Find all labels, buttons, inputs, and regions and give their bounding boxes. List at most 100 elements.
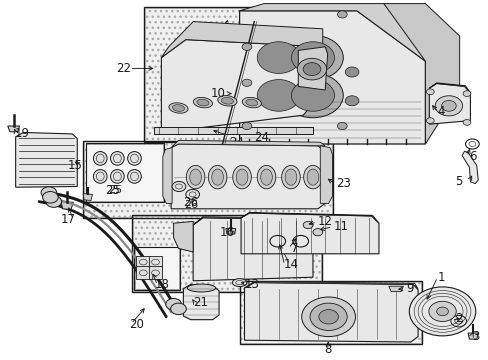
Text: 14: 14 — [283, 258, 298, 271]
Text: 12: 12 — [317, 215, 332, 228]
Circle shape — [291, 80, 334, 111]
Ellipse shape — [193, 98, 212, 108]
Ellipse shape — [187, 284, 215, 292]
Ellipse shape — [260, 169, 272, 185]
Text: 18: 18 — [155, 278, 169, 291]
Polygon shape — [148, 266, 162, 279]
Text: 23: 23 — [336, 177, 350, 190]
Text: 7: 7 — [290, 242, 298, 255]
Circle shape — [282, 73, 343, 118]
Circle shape — [426, 89, 433, 95]
Circle shape — [436, 307, 447, 316]
Circle shape — [301, 297, 355, 337]
Circle shape — [185, 189, 199, 199]
Polygon shape — [16, 132, 77, 187]
Polygon shape — [244, 283, 417, 342]
Polygon shape — [241, 213, 378, 254]
Text: 6: 6 — [468, 150, 476, 163]
Polygon shape — [320, 146, 332, 203]
Polygon shape — [136, 266, 150, 279]
Ellipse shape — [232, 279, 246, 287]
Text: 8: 8 — [323, 343, 331, 356]
Polygon shape — [183, 284, 219, 320]
Ellipse shape — [127, 170, 141, 183]
Text: 9: 9 — [405, 282, 412, 295]
Polygon shape — [135, 247, 179, 289]
Text: 22: 22 — [116, 62, 131, 75]
Circle shape — [345, 96, 358, 106]
Circle shape — [297, 58, 326, 80]
Ellipse shape — [242, 98, 261, 108]
Circle shape — [282, 35, 343, 80]
Polygon shape — [86, 144, 163, 201]
Text: 25: 25 — [108, 185, 122, 195]
Polygon shape — [193, 217, 312, 227]
Polygon shape — [144, 8, 336, 142]
Ellipse shape — [189, 169, 201, 185]
Polygon shape — [239, 4, 425, 61]
Polygon shape — [173, 221, 193, 252]
Circle shape — [303, 63, 320, 76]
Circle shape — [462, 91, 470, 96]
Ellipse shape — [93, 152, 107, 165]
Ellipse shape — [257, 166, 275, 189]
Circle shape — [170, 303, 186, 315]
Text: 10: 10 — [211, 87, 225, 100]
Circle shape — [345, 67, 358, 77]
Text: 20: 20 — [129, 318, 144, 330]
Ellipse shape — [197, 99, 208, 106]
Circle shape — [242, 122, 251, 130]
Circle shape — [46, 196, 61, 207]
Circle shape — [462, 120, 470, 125]
Polygon shape — [383, 4, 459, 144]
Circle shape — [41, 187, 57, 198]
Polygon shape — [83, 141, 331, 217]
Polygon shape — [163, 148, 172, 203]
Circle shape — [408, 287, 475, 336]
Circle shape — [450, 315, 466, 327]
Circle shape — [248, 73, 308, 118]
Polygon shape — [169, 177, 209, 203]
Ellipse shape — [127, 152, 141, 165]
Text: 26: 26 — [183, 196, 198, 209]
Ellipse shape — [303, 166, 322, 189]
Text: 4: 4 — [437, 105, 444, 118]
Polygon shape — [193, 218, 312, 281]
Circle shape — [312, 229, 322, 236]
Polygon shape — [83, 194, 92, 201]
Polygon shape — [240, 281, 420, 343]
Ellipse shape — [217, 96, 237, 106]
Ellipse shape — [208, 166, 226, 189]
Ellipse shape — [93, 170, 107, 183]
Ellipse shape — [172, 105, 184, 111]
Ellipse shape — [285, 169, 296, 185]
Circle shape — [242, 43, 251, 50]
Circle shape — [434, 96, 462, 116]
Circle shape — [428, 301, 455, 321]
Ellipse shape — [281, 166, 300, 189]
Ellipse shape — [186, 166, 204, 189]
Polygon shape — [8, 126, 20, 132]
Text: 16: 16 — [219, 226, 234, 239]
Polygon shape — [239, 11, 425, 144]
Text: 1: 1 — [437, 271, 444, 284]
Text: 2: 2 — [454, 312, 461, 325]
Text: 21: 21 — [193, 296, 208, 309]
Polygon shape — [428, 83, 469, 93]
Ellipse shape — [211, 169, 223, 185]
Polygon shape — [161, 40, 325, 132]
Circle shape — [165, 298, 181, 310]
Circle shape — [248, 35, 308, 80]
Text: 26: 26 — [183, 200, 198, 210]
Polygon shape — [132, 216, 321, 291]
Text: 19: 19 — [15, 127, 30, 140]
Polygon shape — [467, 333, 477, 339]
Circle shape — [291, 42, 334, 73]
Polygon shape — [161, 22, 322, 58]
Circle shape — [172, 181, 185, 192]
Text: 11: 11 — [333, 220, 348, 233]
Circle shape — [309, 303, 346, 330]
Polygon shape — [171, 144, 325, 209]
Polygon shape — [428, 84, 469, 124]
Ellipse shape — [110, 152, 124, 165]
